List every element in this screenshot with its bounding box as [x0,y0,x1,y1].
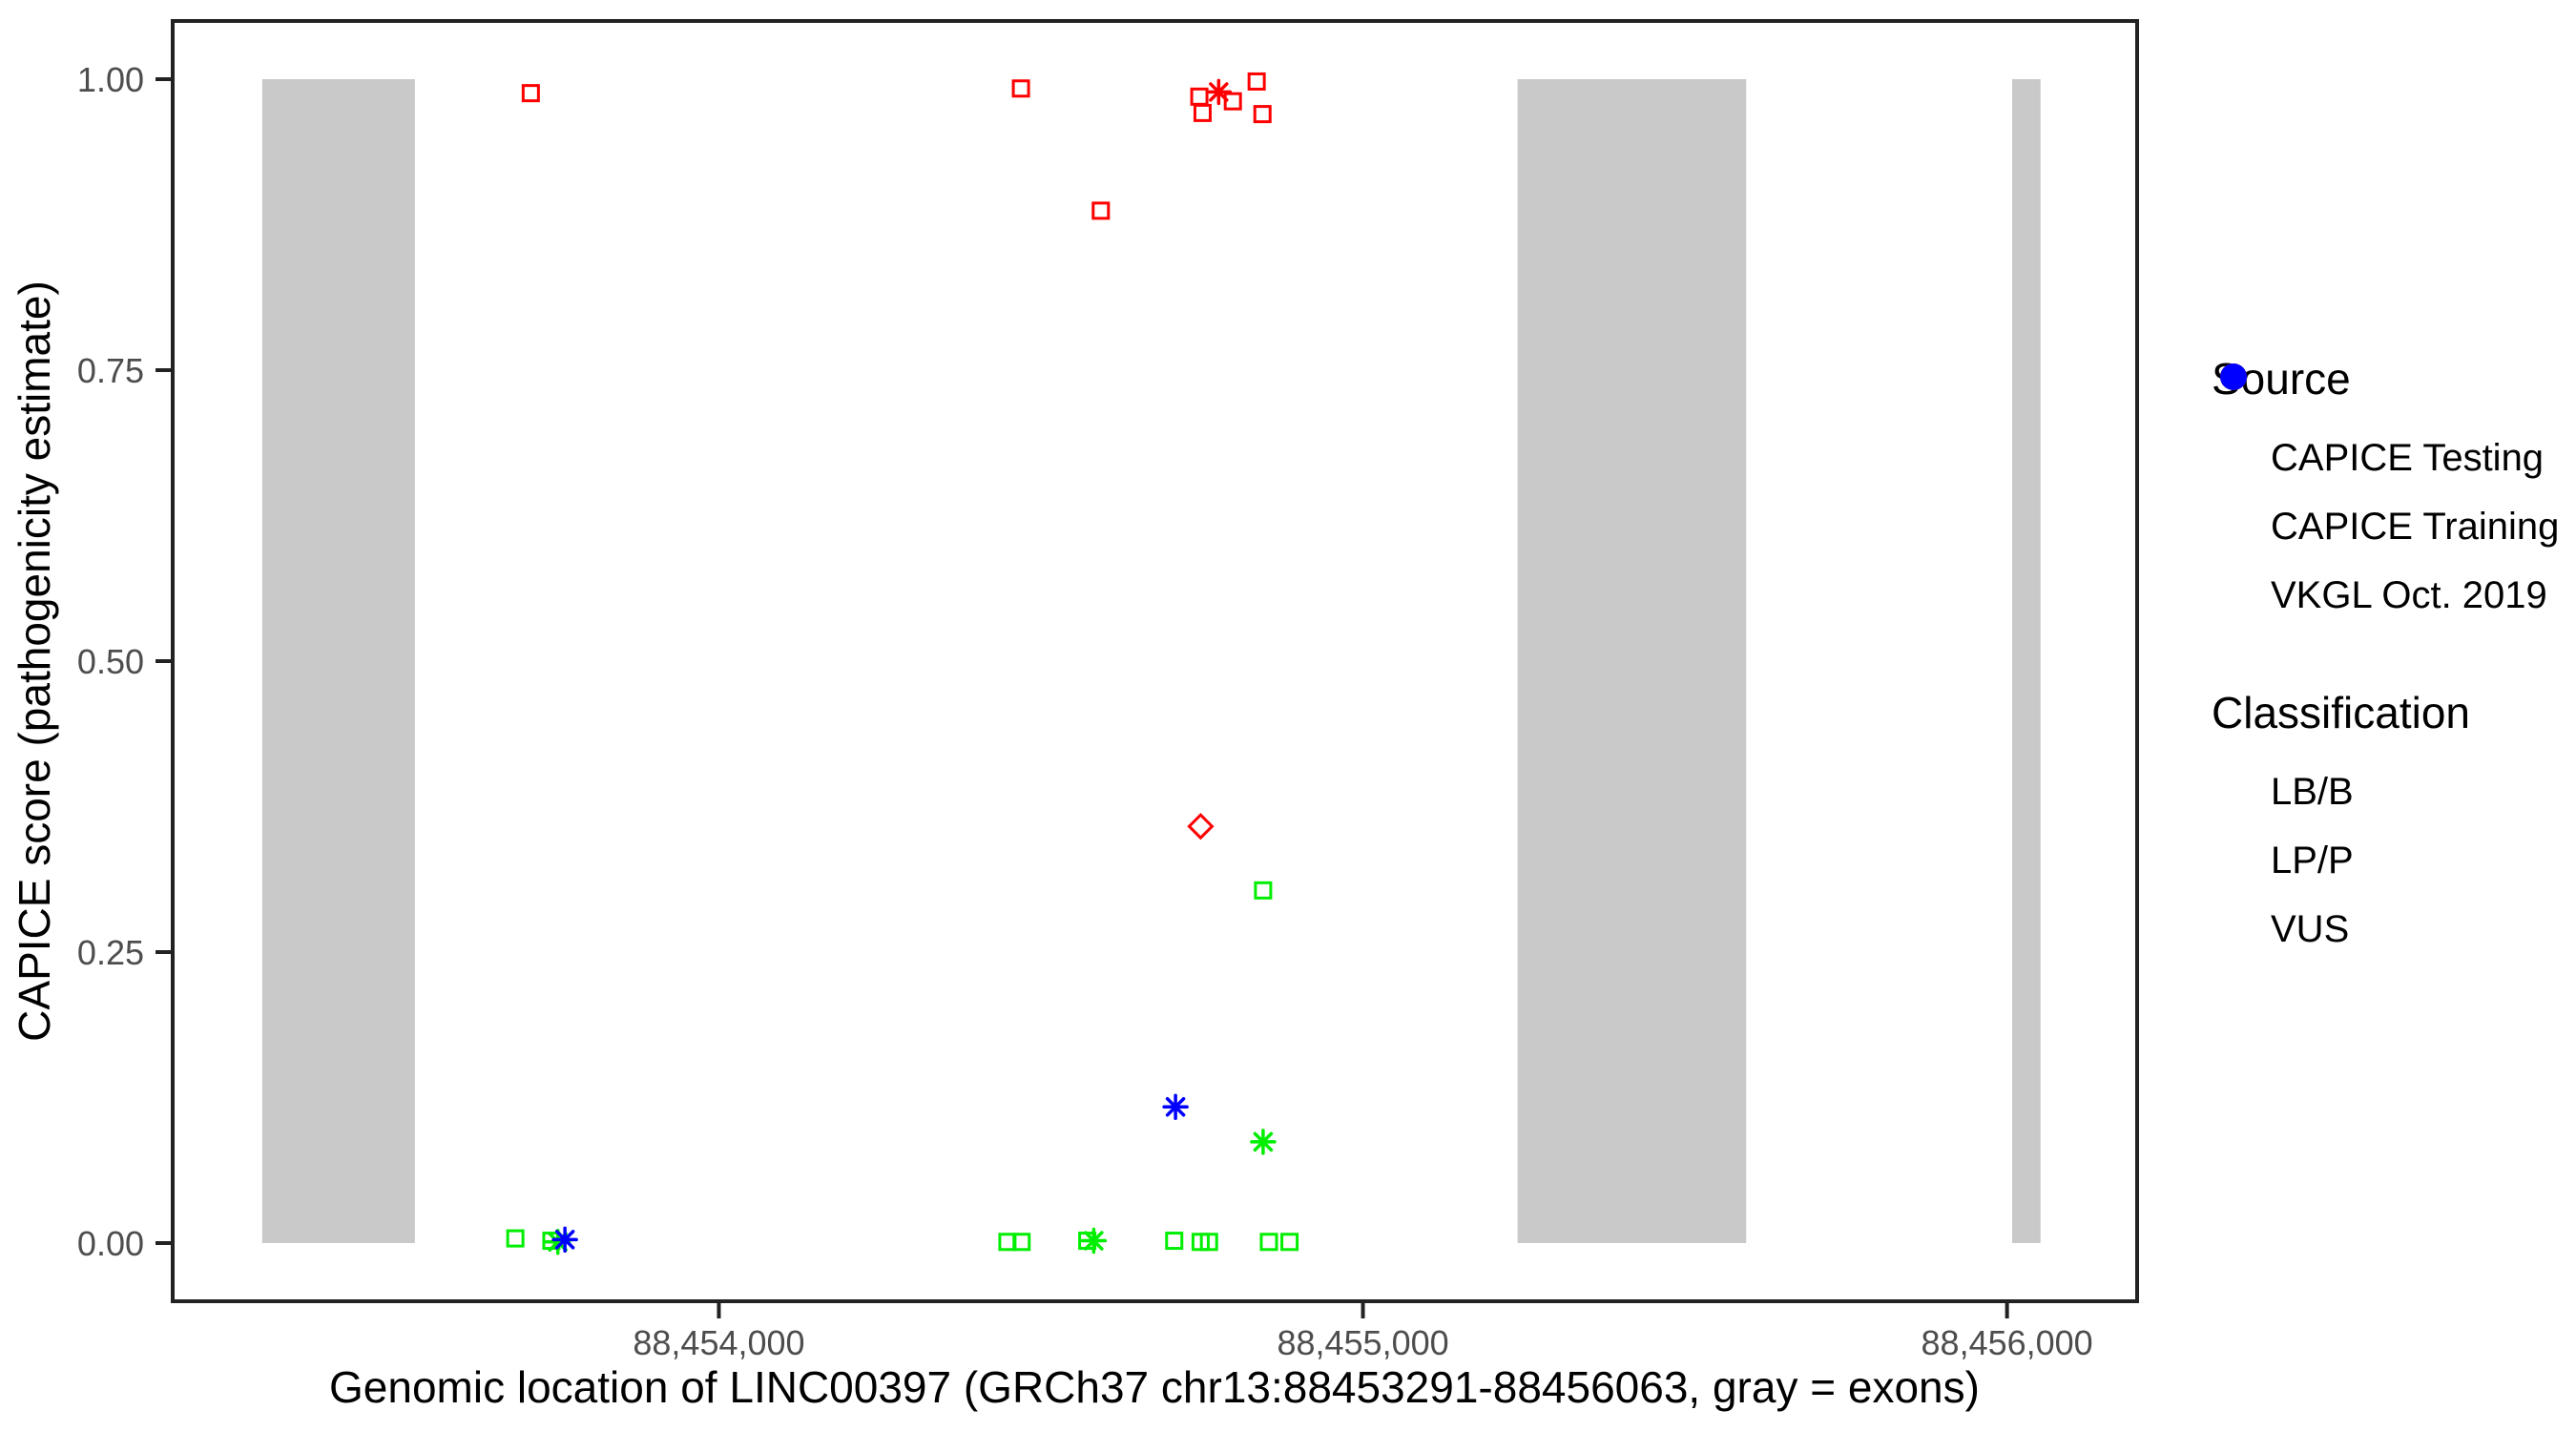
legend-item-label: CAPICE Testing [2271,436,2545,479]
capice-testing-diamond-icon [2212,363,2255,480]
series-lb-b-capice-training [506,881,1299,1252]
legend-item-vus: VUS [2212,363,2574,964]
data-point-vus-asterisk [1162,1093,1189,1121]
legend-source-items: CAPICE Testing CAPICE Training VKGL Oct. 2… [2212,363,2574,630]
data-point-lb-b-asterisk [1250,1129,1277,1155]
exon-rect-1 [261,79,415,1243]
legend-item-capice-training: CAPICE Training [2212,367,2574,561]
exon-rect-3 [2012,79,2041,1243]
data-point-lp-p-square [521,84,540,103]
data-point-lp-p-square [1091,201,1111,220]
legend: Source CAPICE Testing CAPICE Training VKGL… [2212,355,2574,964]
legend-title-source: Source [2212,354,2351,404]
series-lp-p-capice-training [521,72,1272,220]
data-point-lb-b-square [506,1229,525,1248]
data-point-lb-b-square [1012,1233,1031,1252]
data-point-lp-p-asterisk [1205,78,1233,106]
x-axis-title: Genomic location of LINC00397 (GRCh37 ch… [329,1362,1980,1412]
data-point-lb-b-square [1259,1233,1278,1252]
data-point-lp-p-square [1011,79,1030,98]
legend-item-label: LP/P [2271,839,2354,881]
data-point-lp-p-square [1253,105,1272,124]
x-tick-label: 88,455,000 [1277,1323,1448,1362]
series-lp-p-vkgl-oct-2019 [1205,78,1233,106]
legend-item-label: LB/B [2271,770,2354,813]
legend-item-lp-p: LP/P [2212,363,2574,895]
vus-glyph [2220,363,2247,390]
vkgl-oct-2019-asterisk-icon [2212,363,2255,617]
legend-item-label: VUS [2271,907,2350,950]
y-tick-label: 0.50 [77,642,144,681]
exon-rects-layer [261,79,2041,1243]
data-point-lb-b-square [1254,881,1273,900]
legend-item-vkgl-oct-2019: VKGL Oct. 2019 [2212,363,2574,630]
x-tick-label: 88,456,000 [1922,1323,2093,1362]
vus-dot-icon [2212,363,2255,951]
y-tick-label: 0.75 [77,351,144,390]
data-points-layer [506,72,1299,1255]
x-tick-label: 88,454,000 [633,1323,804,1362]
legend-group-classification: Classification LB/B LP/P VUS [2212,363,2574,964]
legend-item-label: VKGL Oct. 2019 [2271,573,2547,616]
lp-p-dot-icon [2212,363,2255,882]
exon-rect-2 [1517,79,1747,1243]
data-point-lb-b-square [1280,1233,1299,1252]
series-lp-p-capice-testing [1187,813,1215,840]
data-point-vus-asterisk [551,1226,578,1254]
legend-group-source: Source CAPICE Testing CAPICE Training VKGL… [2212,355,2574,630]
y-tick-label: 0.00 [77,1224,144,1263]
x-axis-ticks: 88,454,000 88,455,000 88,456,000 [633,1301,2093,1362]
data-point-lb-b-square [1199,1233,1218,1252]
y-tick-label: 1.00 [77,60,144,99]
series-vus-vkgl-oct-2019 [551,1093,1189,1254]
y-axis-ticks: 0.00 0.25 0.50 0.75 1.00 [77,60,173,1263]
data-point-lp-p-square [1193,103,1212,122]
y-tick-label: 0.25 [77,933,144,972]
legend-classification-items: LB/B LP/P VUS [2212,363,2574,964]
lb-b-dot-icon [2212,363,2255,814]
legend-item-label: CAPICE Training [2271,505,2560,548]
data-point-lp-p-square [1190,87,1209,106]
data-point-lp-p-square [1247,72,1266,91]
data-point-lb-b-asterisk [1080,1227,1108,1255]
data-point-lp-p-square [1223,92,1242,111]
data-point-lp-p-diamond [1187,813,1215,840]
legend-title-classification: Classification [2212,688,2470,737]
data-point-lb-b-square [1165,1232,1184,1251]
legend-item-lb-b: LB/B [2212,363,2574,826]
y-axis-title: CAPICE score (pathogenicity estimate) [10,280,59,1042]
panel-border [171,19,2139,1303]
legend-item-capice-testing: CAPICE Testing [2212,363,2574,492]
capice-training-square-icon [2212,367,2255,549]
